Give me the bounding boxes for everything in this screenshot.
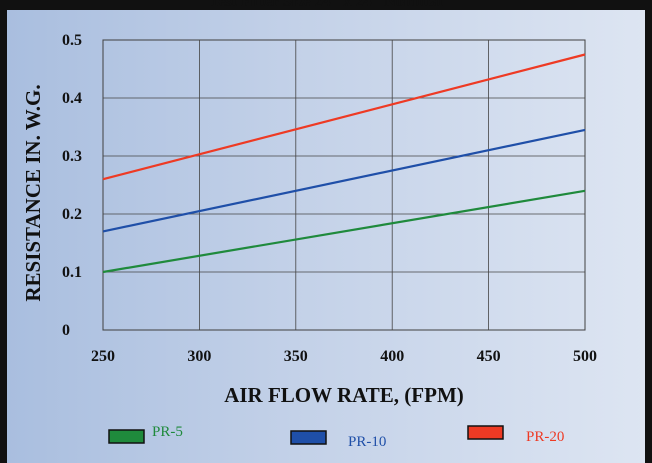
x-tick-label: 300 — [187, 348, 211, 365]
chart-panel: 250 300 350 400 450 500 0 0.1 0.2 0.3 0.4 0.5 AIR FL… — [7, 10, 645, 463]
y-tick-label: 0 — [62, 322, 70, 339]
x-tick-label: 350 — [284, 348, 308, 365]
chart-svg: 250 300 350 400 450 500 0 0.1 0.2 0.3 0.4 0.5 AIR FL… — [21, 32, 597, 450]
x-tick-label: 500 — [573, 348, 597, 365]
series-line-pr-5 — [102, 189, 586, 274]
x-tick-label: 250 — [91, 348, 115, 365]
legend-label-pr-20: PR-20 — [526, 429, 564, 445]
legend-label-pr-5: PR-5 — [152, 424, 183, 440]
chart-title: Test Filter Size 24" x 24" Nominal — [209, 0, 443, 10]
plot-area — [102, 39, 586, 331]
y-tick-label: 0.4 — [62, 90, 82, 107]
x-axis-title: AIR FLOW RATE, (FPM) — [224, 383, 464, 407]
y-tick-label: 0.1 — [62, 264, 82, 281]
legend-swatch-pr-10 — [290, 430, 327, 445]
y-axis-title: RESISTANCE IN. W.G. — [21, 84, 45, 301]
legend-label-pr-10: PR-10 — [348, 434, 386, 450]
x-tick-label: 450 — [477, 348, 501, 365]
series-line-pr-20 — [102, 53, 586, 181]
x-tick-label: 400 — [380, 348, 404, 365]
y-tick-label: 0.2 — [62, 206, 82, 223]
legend-swatch-pr-20 — [467, 425, 504, 440]
legend-swatch-pr-5 — [108, 429, 145, 444]
y-tick-label: 0.5 — [62, 32, 82, 49]
series-line-pr-10 — [102, 128, 586, 233]
y-tick-label: 0.3 — [62, 148, 82, 165]
